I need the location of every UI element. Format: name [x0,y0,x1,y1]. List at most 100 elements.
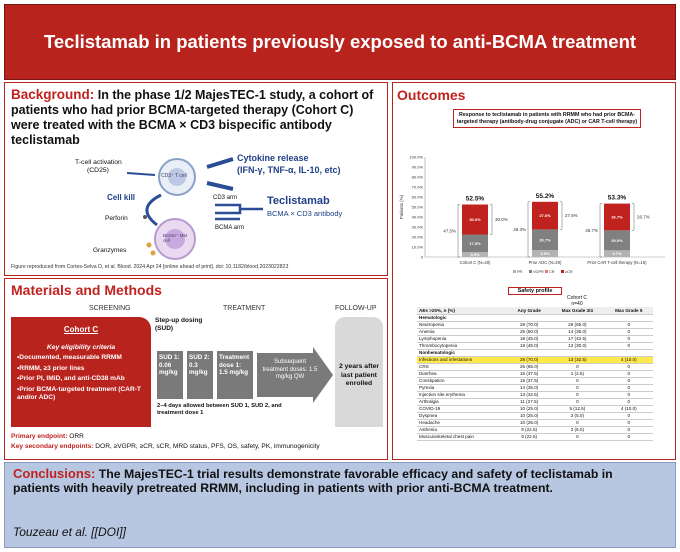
data-label: 6.9% [540,251,550,256]
figure-caption: Figure reproduced from Cortes-Selva D, e… [11,264,289,270]
primary-label: Primary endpoint: [11,433,68,440]
table-cell: AEs >20%, n (%) [417,307,509,315]
table-cell: 0 [604,433,653,441]
table-cell: 14 (35.0) [550,328,605,336]
y-tick-label: 60.0% [412,195,424,200]
chart-title-box: Response to teclistamab in patients with… [453,109,641,128]
mechanism-diagram: T-cell activation (CD25) CD3⁺ T cell Cyt… [65,153,375,263]
table-cell: 0 [604,398,653,406]
table-row: Anemia 25 (60.0) 14 (35.0) 0 [417,328,653,336]
table-cell: 0 [550,377,605,385]
criteria-item: •Documented, measurable RRMM [17,354,122,361]
diag-bcma-cell: BCMA⁺ MM cell [163,233,188,243]
sud2-box: SUD 2: 0.3 mg/kg [187,351,213,399]
table-cell: Anemia [417,328,509,336]
table-cell: Nonhematologic [417,349,509,357]
legend-label: CR [549,270,555,274]
table-cell: 0 [550,391,605,399]
bar-segment [604,230,630,251]
right-bracket-label: 30.0% [495,217,508,222]
criteria-item: •Prior PI, IMiD, and anti-CD38 mAb [17,375,125,382]
table-cell: 0 [604,370,653,378]
left-bracket [527,201,530,258]
total-label: 52.5% [466,196,485,203]
primary-value: ORR [69,433,84,440]
table-cell: 12 (30.0) [550,342,605,350]
bar-segment [604,250,630,257]
data-label: 5.0% [470,252,480,257]
data-label: 20.0% [611,238,623,243]
legend-label: PR [517,270,523,274]
perforin-dot [143,215,147,219]
mm-nucleus [165,229,185,249]
table-cell: 18 (45.0) [508,342,551,350]
data-label: 20.7% [539,237,551,242]
y-axis-label: Patients (%) [399,194,404,219]
table-row: Constipation 15 (37.5) 0 0 [417,377,653,385]
left-bracket-label: 48.3% [513,227,526,232]
cohort-box: Cohort C Key eligibility criteria •Docum… [11,317,151,427]
y-tick-label: 90.0% [412,165,424,170]
legend-swatch [513,270,516,273]
outcomes-panel: Outcomes Response to teclistamab in pati… [392,82,676,460]
legend-swatch [561,270,564,273]
table-row: Arthralgia 11 (27.5) 0 0 [417,398,653,406]
y-tick-label: 70.0% [412,185,424,190]
dose1-box: Treatment dose 1: 1.5 mg/kg [217,351,253,399]
table-cell: Diarrhea [417,370,509,378]
table-cell [604,349,653,357]
table-cell: 4 (10.0) [604,405,653,413]
y-tick-label: 10.0% [412,245,424,250]
table-cell: Max Grade 3/4 [550,307,605,315]
safety-table: AEs >20%, n (%) Any Grade Max Grade 3/4 Max… [417,307,653,441]
x-tick-label: Prior ADC (N=29) [529,260,562,265]
followup-label: FOLLOW-UP [335,305,377,312]
table-cell [550,314,605,322]
table-cell: CRS [417,363,509,371]
y-tick-label: 30.0% [412,225,424,230]
table-cell: 17 (42.5) [550,335,605,343]
safety-cohort: Cohort C [566,295,587,301]
table-cell: Arthralgia [417,398,509,406]
x-tick-label: Prior CAR T-cell therapy (N=15) [587,260,647,265]
total-label: 55.2% [536,193,555,200]
diag-teclistamab-sub: BCMA × CD3 antibody [267,209,343,218]
diag-cell-kill: Cell kill [107,193,136,202]
table-cell: 5 (12.5) [550,405,605,413]
cohort-label: Cohort C [63,325,99,334]
table-cell: 0 [604,321,653,329]
diag-cd3-arm: CD3 arm [213,195,238,201]
table-cell: Thrombocytopenia [417,342,509,350]
table-row: Thrombocytopenia 18 (45.0) 12 (30.0) 0 [417,342,653,350]
right-bracket-label: 26.7% [637,214,650,219]
table-cell: Headache [417,419,509,427]
methods-panel: Materials and Methods SCREENING TREATMEN… [4,278,388,460]
secondary-label: Key secondary endpoints: [11,443,94,450]
bar-segment [604,203,630,231]
days-note: 2–4 days allowed between SUD 1, SUD 2, a… [157,403,282,416]
sud1-box: SUD 1: 0.06 mg/kg [157,351,183,399]
table-row: Dyspnea 10 (25.0) 2 (5.0) 0 [417,412,653,420]
table-cell: 10 (25.0) [508,419,551,427]
table-cell: 0 [604,419,653,427]
legend-label: ≥CR [565,270,573,274]
table-cell: Pyrexia [417,384,509,392]
table-row: COVID-19 10 (25.0) 5 (12.5) 4 (10.0) [417,405,653,413]
diag-cd3-tcell: CD3⁺ T cell [161,173,187,179]
right-bracket [560,201,563,230]
data-label: 6.7% [612,251,622,256]
data-label: 30.0% [469,217,481,222]
page-title: Teclistamab in patients previously expos… [43,31,637,52]
background-label: Background: [11,87,95,102]
table-row: Musculoskeletal chest pain 9 (22.5) 0 0 [417,433,653,441]
y-tick-label: 80.0% [412,175,424,180]
primary-endpoint: Primary endpoint: ORR [11,433,84,440]
header-banner: Teclistamab in patients previously expos… [4,4,676,80]
table-cell: Lymphopenia [417,335,509,343]
table-cell: 18 (45.0) [508,335,551,343]
left-bracket [599,203,602,258]
table-row: Lymphopenia 18 (45.0) 17 (42.5) 0 [417,335,653,343]
data-label: 17.5% [469,241,481,246]
y-tick-label: 0 [421,255,424,260]
table-cell: 2 (5.0) [550,426,605,434]
